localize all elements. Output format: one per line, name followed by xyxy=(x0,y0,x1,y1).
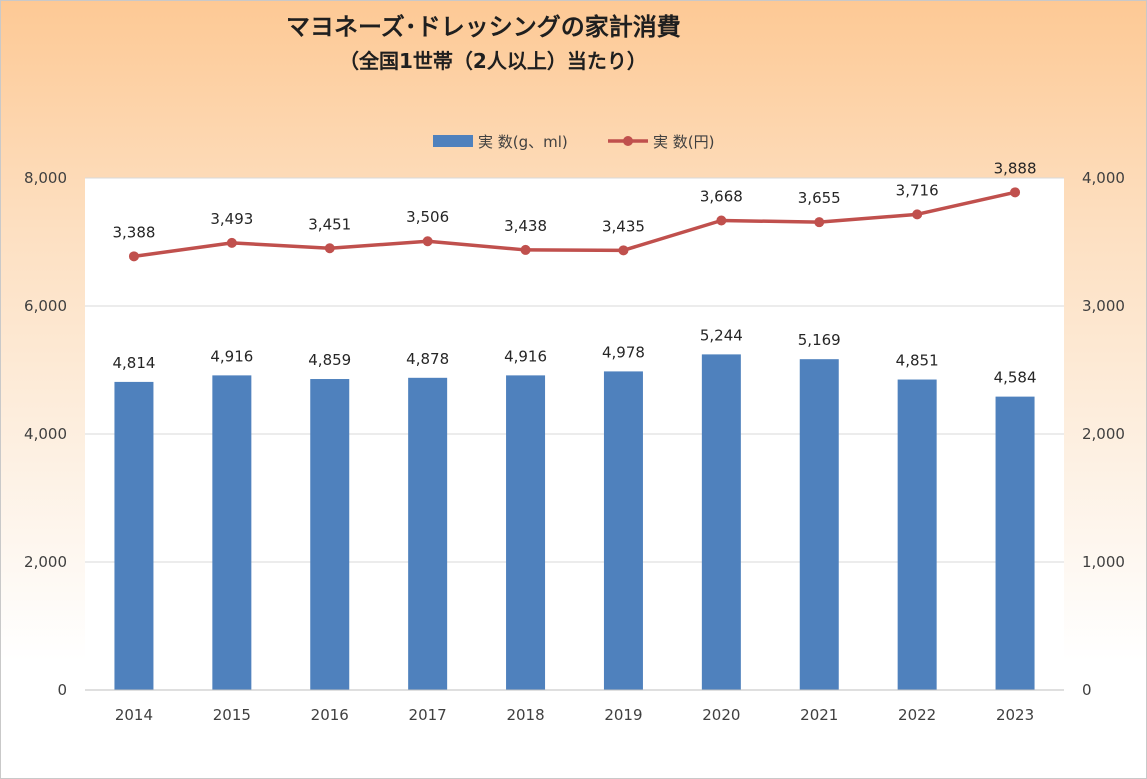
x-tick-label: 2016 xyxy=(311,706,349,724)
x-tick-label: 2020 xyxy=(702,706,740,724)
legend-label-bars: 実 数(g、ml) xyxy=(478,133,568,151)
plot-area: 0 2,000 4,000 6,000 8,000 0 1,000 2,000 3,000 4,0… xyxy=(24,159,1125,724)
line-point xyxy=(520,244,531,255)
bar xyxy=(995,396,1035,690)
line-point xyxy=(1010,187,1021,198)
bar-value-label: 4,859 xyxy=(308,351,351,369)
y-right-tick-label: 0 xyxy=(1082,681,1092,699)
line-point xyxy=(128,251,139,262)
x-tick-label: 2018 xyxy=(506,706,544,724)
x-tick-label: 2015 xyxy=(213,706,251,724)
line-value-label: 3,435 xyxy=(602,217,645,235)
bar-value-label: 4,584 xyxy=(994,369,1037,387)
bar-value-label: 4,916 xyxy=(504,347,547,365)
line-point xyxy=(226,237,237,248)
line-value-label: 3,493 xyxy=(210,210,253,228)
bar-value-label: 4,814 xyxy=(112,354,155,372)
bar xyxy=(310,379,350,690)
line-point xyxy=(618,245,629,256)
y-right-tick-label: 2,000 xyxy=(1082,425,1125,443)
chart-legend: 実 数(g、ml) 実 数(円) xyxy=(433,133,714,151)
legend-swatch-bars xyxy=(433,135,473,147)
bar xyxy=(701,354,741,690)
line-point xyxy=(912,209,923,220)
line-point xyxy=(324,243,335,254)
line-point xyxy=(716,215,727,226)
y-left-tick-label: 4,000 xyxy=(24,425,67,443)
x-tick-label: 2023 xyxy=(996,706,1034,724)
bar-value-label: 5,169 xyxy=(798,331,841,349)
legend-label-line: 実 数(円) xyxy=(653,133,714,151)
line-value-label: 3,668 xyxy=(700,187,743,205)
line-value-label: 3,388 xyxy=(112,223,155,241)
bar-value-label: 4,978 xyxy=(602,343,645,361)
line-value-label: 3,716 xyxy=(896,181,939,199)
chart-title: マヨネーズ･ドレッシングの家計消費 xyxy=(286,13,681,41)
bar xyxy=(114,381,154,690)
line-point xyxy=(422,236,433,247)
chart-subtitle: （全国1世帯（2人以上）当たり） xyxy=(339,49,647,73)
bar xyxy=(897,379,937,690)
bar-value-label: 4,878 xyxy=(406,350,449,368)
x-tick-label: 2014 xyxy=(115,706,153,724)
bar-value-label: 4,851 xyxy=(896,352,939,370)
x-tick-label: 2021 xyxy=(800,706,838,724)
line-value-label: 3,655 xyxy=(798,189,841,207)
bar xyxy=(603,371,643,690)
y-left-tick-label: 8,000 xyxy=(24,169,67,187)
line-value-label: 3,438 xyxy=(504,217,547,235)
line-value-label: 3,506 xyxy=(406,208,449,226)
y-right-tick-label: 1,000 xyxy=(1082,553,1125,571)
bar-value-label: 5,244 xyxy=(700,326,743,344)
x-tick-label: 2019 xyxy=(604,706,642,724)
series-line xyxy=(133,190,1016,259)
x-tick-label: 2022 xyxy=(898,706,936,724)
x-tick-label: 2017 xyxy=(409,706,447,724)
y-right-tick-label: 4,000 xyxy=(1082,169,1125,187)
bar xyxy=(408,377,448,690)
bar xyxy=(799,359,839,690)
legend-swatch-marker xyxy=(623,136,633,146)
line-value-label: 3,451 xyxy=(308,215,351,233)
bar-value-label: 4,916 xyxy=(210,347,253,365)
y-left-tick-label: 6,000 xyxy=(24,297,67,315)
line-point xyxy=(814,217,825,228)
bar xyxy=(506,375,546,690)
y-left-tick-label: 2,000 xyxy=(24,553,67,571)
line-value-label: 3,888 xyxy=(994,159,1037,177)
y-right-tick-label: 3,000 xyxy=(1082,297,1125,315)
y-left-tick-label: 0 xyxy=(57,681,67,699)
bar xyxy=(212,375,252,690)
